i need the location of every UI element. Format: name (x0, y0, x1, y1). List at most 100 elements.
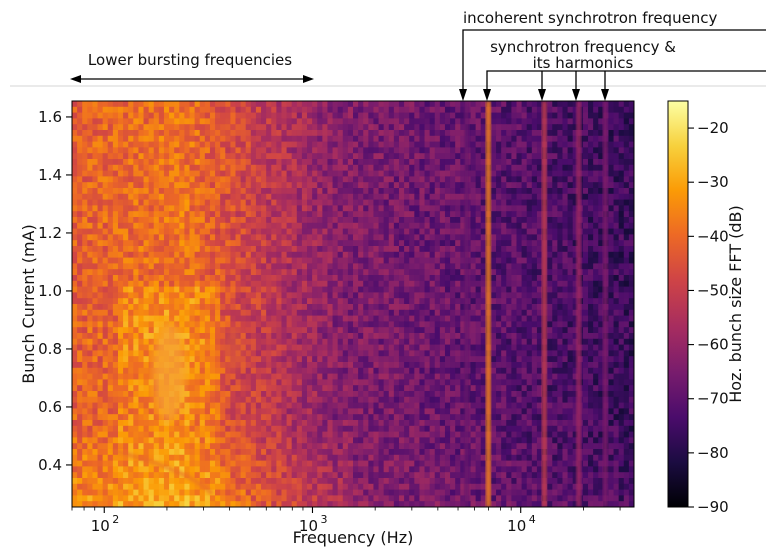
heatmap-cell (200, 217, 206, 223)
heatmap-cell (532, 281, 538, 287)
heatmap-cell (144, 101, 150, 107)
heatmap-cell (583, 304, 589, 310)
heatmap-cell (276, 130, 282, 136)
heatmap-cell (619, 269, 625, 275)
heatmap-cell (195, 287, 201, 293)
heatmap-cell (414, 298, 420, 304)
heatmap-cell (251, 229, 257, 235)
heatmap-cell (522, 182, 528, 188)
heatmap-cell (154, 229, 160, 235)
heatmap-cell (506, 229, 512, 235)
heatmap-cell (256, 113, 262, 119)
heatmap-cell (144, 350, 150, 356)
heatmap-cell (619, 147, 625, 153)
heatmap-cell (476, 142, 482, 148)
heatmap-cell (547, 339, 553, 345)
heatmap-cell (72, 147, 78, 153)
heatmap-cell (128, 147, 134, 153)
heatmap-cell (271, 263, 277, 269)
heatmap-cell (103, 339, 109, 345)
heatmap-cell (149, 281, 155, 287)
heatmap-cell (373, 281, 379, 287)
heatmap-cell (215, 211, 221, 217)
heatmap-cell (552, 118, 558, 124)
heatmap-cell (149, 211, 155, 217)
heatmap-cell (307, 333, 313, 339)
heatmap-cell (435, 281, 441, 287)
heatmap-cell (624, 113, 630, 119)
heatmap-cell (435, 292, 441, 298)
heatmap-cell (128, 176, 134, 182)
heatmap-cell (593, 113, 599, 119)
heatmap-cell (327, 310, 333, 316)
heatmap-cell (77, 275, 83, 281)
heatmap-cell (379, 107, 385, 113)
heatmap-cell (537, 147, 543, 153)
heatmap-cell (404, 159, 410, 165)
heatmap-cell (562, 356, 568, 362)
heatmap-cell (302, 176, 308, 182)
heatmap-cell (619, 107, 625, 113)
heatmap-cell (506, 350, 512, 356)
heatmap-cell (184, 281, 190, 287)
heatmap-cell (261, 107, 267, 113)
heatmap-cell (619, 333, 625, 339)
heatmap-cell (195, 327, 201, 333)
heatmap-cell (363, 275, 369, 281)
heatmap-cell (455, 171, 461, 177)
heatmap-cell (532, 223, 538, 229)
heatmap-cell (547, 333, 553, 339)
heatmap-cell (297, 316, 303, 322)
heatmap-cell (317, 321, 323, 327)
heatmap-cell (256, 258, 262, 264)
heatmap-cell (159, 142, 165, 148)
heatmap-cell (164, 246, 170, 252)
heatmap-cell (220, 356, 226, 362)
heatmap-cell (287, 316, 293, 322)
heatmap-cell (103, 287, 109, 293)
heatmap-cell (230, 258, 236, 264)
heatmap-cell (322, 211, 328, 217)
heatmap-cell (87, 321, 93, 327)
heatmap-cell (358, 165, 364, 171)
heatmap-cell (491, 107, 497, 113)
heatmap-cell (281, 281, 287, 287)
heatmap-cell (348, 147, 354, 153)
heatmap-cell (593, 333, 599, 339)
heatmap-cell (215, 321, 221, 327)
heatmap-cell (471, 159, 477, 165)
heatmap-cell (164, 240, 170, 246)
heatmap-cell (113, 316, 119, 322)
heatmap-cell (276, 142, 282, 148)
heatmap-cell (256, 269, 262, 275)
heatmap-cell (557, 310, 563, 316)
heatmap-cell (82, 159, 88, 165)
heatmap-cell (491, 246, 497, 252)
heatmap-cell (195, 258, 201, 264)
heatmap-cell (455, 101, 461, 107)
heatmap-cell (619, 136, 625, 142)
heatmap-cell (322, 171, 328, 177)
heatmap-cell (118, 188, 124, 194)
heatmap-cell (440, 287, 446, 293)
heatmap-cell (608, 356, 614, 362)
heatmap-cell (348, 153, 354, 159)
heatmap-cell (72, 223, 78, 229)
heatmap-cell (133, 159, 139, 165)
heatmap-cell (333, 182, 339, 188)
heatmap-cell (159, 298, 165, 304)
heatmap-cell (614, 176, 620, 182)
heatmap-cell (169, 223, 175, 229)
heatmap-cell (276, 287, 282, 293)
heatmap-cell (317, 165, 323, 171)
heatmap-cell (358, 136, 364, 142)
heatmap-cell (184, 124, 190, 130)
heatmap-cell (389, 101, 395, 107)
heatmap-cell (287, 217, 293, 223)
heatmap-cell (522, 345, 528, 351)
heatmap-cell (241, 176, 247, 182)
heatmap-cell (353, 211, 359, 217)
heatmap-cell (348, 165, 354, 171)
heatmap-cell (149, 339, 155, 345)
heatmap-cell (619, 229, 625, 235)
